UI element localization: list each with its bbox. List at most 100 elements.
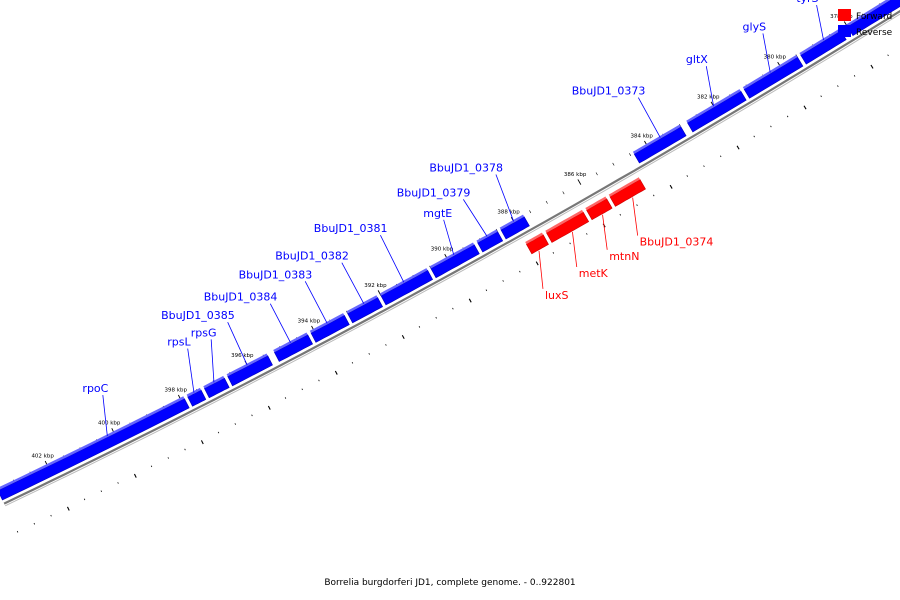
track-tick — [887, 54, 889, 57]
leader-line — [269, 303, 291, 343]
gene-bevel — [799, 28, 841, 56]
track-tick — [686, 175, 688, 177]
track-tick — [803, 105, 807, 110]
track-tick — [117, 482, 119, 484]
gene-bevel — [846, 0, 891, 27]
gene-label: luxS — [545, 289, 569, 302]
leader-line — [304, 281, 328, 324]
scale-tick — [595, 172, 598, 176]
track-tick — [820, 95, 822, 98]
track-tick — [334, 370, 338, 375]
leader-line — [572, 231, 578, 268]
track-tick — [552, 252, 555, 254]
scale-tick — [377, 290, 382, 296]
tick-label: 398 kbp — [165, 387, 188, 393]
gene-label: rpoC — [82, 382, 108, 395]
leader-line — [762, 33, 771, 73]
track-tick — [368, 353, 370, 355]
gene-rpoc[interactable] — [0, 398, 190, 501]
track-tick — [485, 289, 488, 292]
legend-forward-label: Forward — [856, 12, 892, 22]
figure-caption: Borrelia burgdorferi JD1, complete genom… — [324, 578, 576, 588]
track-tick — [770, 125, 772, 128]
track-tick — [468, 298, 472, 303]
track-tick — [669, 184, 673, 189]
track-tick — [150, 465, 153, 468]
track-tick — [719, 155, 722, 158]
leader-line — [705, 66, 715, 107]
scale-tick — [629, 153, 632, 157]
track-tick — [217, 431, 220, 434]
gene-glys[interactable] — [743, 56, 804, 99]
gene-bevel — [632, 124, 681, 154]
tick-label: 396 kbp — [231, 353, 254, 359]
track-tick — [569, 242, 571, 245]
leader-line — [102, 395, 108, 437]
leader-line — [495, 174, 515, 222]
track-tick — [519, 270, 521, 273]
legend-reverse-label: Reverse — [856, 28, 893, 38]
legend-forward-swatch — [838, 9, 851, 21]
gene-label: metK — [579, 267, 609, 280]
gene-bevel — [585, 196, 607, 211]
leader-line — [632, 197, 639, 236]
gene-label: BbuJD1_0382 — [275, 250, 349, 263]
track-tick — [502, 280, 504, 282]
track-tick — [435, 316, 437, 319]
track-tick — [234, 423, 236, 425]
track-tick — [653, 194, 655, 197]
tick-label: 392 kbp — [364, 283, 387, 289]
scale-tick — [562, 191, 565, 195]
gene-label: mgtE — [423, 207, 452, 220]
track-tick — [401, 335, 405, 340]
gene-label: rpsG — [191, 326, 217, 339]
gene-label: BbuJD1_0384 — [204, 291, 278, 304]
tick-label: 388 kbp — [497, 210, 520, 216]
tick-label: 382 kbp — [697, 94, 720, 100]
leader-line — [538, 250, 544, 289]
tick-label: 380 kbp — [764, 55, 787, 61]
gene-bevel — [429, 242, 475, 269]
leader-line — [462, 199, 488, 237]
gene-label: BbuJD1_0381 — [314, 222, 388, 235]
gene-bevel — [525, 232, 544, 245]
track-tick — [736, 145, 740, 150]
track-tick — [100, 490, 102, 493]
track-tick — [16, 530, 19, 533]
gene-bevel — [499, 214, 525, 230]
track-tick — [636, 204, 638, 207]
track-tick — [619, 213, 622, 216]
gene-rpsl[interactable] — [187, 389, 207, 407]
track-tick — [418, 326, 421, 328]
track-tick — [267, 405, 271, 410]
track-tick — [83, 498, 86, 501]
track-tick — [33, 522, 35, 525]
tick-label: 384 kbp — [630, 134, 653, 140]
gene-label: BbuJD1_0373 — [572, 85, 646, 98]
tick-label: 394 kbp — [298, 318, 321, 324]
tick-label: 386 kbp — [564, 172, 587, 178]
gene-label: rpsL — [167, 336, 191, 349]
leader-line — [380, 234, 405, 283]
track-tick — [452, 307, 454, 310]
leader-line — [341, 262, 365, 304]
gene-label: BbuJD1_0374 — [640, 236, 714, 249]
scale-tick — [545, 200, 548, 204]
gene-label: BbuJD1_0378 — [429, 161, 503, 174]
track-tick — [184, 448, 186, 451]
scale-tick — [529, 210, 532, 214]
track-tick — [318, 379, 320, 382]
leader-line — [187, 348, 195, 393]
leader-line — [443, 219, 455, 255]
gene-labels: BbuJD1_0369tyrSglySgltXBbuJD1_0373BbuJD1… — [82, 0, 824, 437]
leader-line — [227, 322, 248, 366]
leader-line — [637, 97, 661, 138]
gene-label: BbuJD1_0385 — [161, 309, 235, 322]
gene-label: gltX — [686, 53, 708, 66]
tick-label: 402 kbp — [31, 453, 54, 459]
track-tick — [586, 233, 588, 235]
track-tick — [167, 457, 169, 459]
gene-label: BbuJD1_0379 — [397, 186, 471, 199]
track-tick — [385, 344, 387, 346]
